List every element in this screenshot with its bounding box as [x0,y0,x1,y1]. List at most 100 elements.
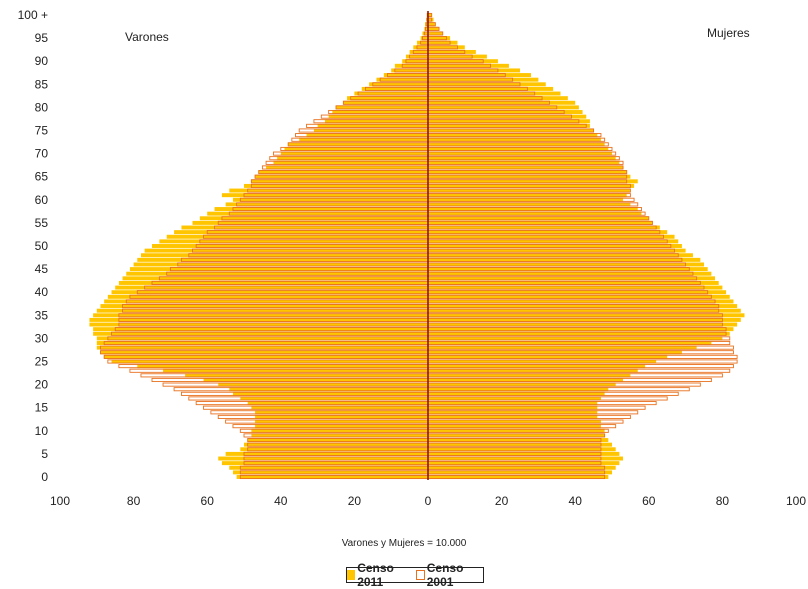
bar-male-2011-age-29 [96,341,429,345]
bar-female-2011-age-100 [428,13,432,17]
bar-female-2011-age-31 [428,331,730,336]
bar-female-2011-age-59 [428,202,631,207]
y-tick-label: 5 [41,447,48,461]
bar-male-2011-age-64 [251,179,428,184]
bar-female-2011-age-77 [428,119,590,124]
y-tick-label: 35 [35,308,49,322]
bar-female-2011-age-78 [428,114,587,119]
bar-male-2011-age-26 [104,354,428,359]
bar-male-2011-age-8 [247,438,428,443]
bar-female-2011-age-71 [428,146,609,151]
y-tick-label: 45 [35,262,49,276]
bar-male-2011-age-46 [133,262,428,267]
bar-female-2011-age-58 [428,207,638,212]
x-tick-label: 80 [716,494,730,508]
bar-female-2011-age-18 [428,391,605,396]
bar-female-2011-age-85 [428,82,546,87]
legend-swatch-2011 [347,570,356,580]
bar-male-2011-age-68 [273,160,428,165]
bar-female-2011-age-62 [428,188,631,193]
bar-female-2011-age-55 [428,220,653,225]
bar-male-2011-age-96 [422,31,428,36]
y-tick-label: 30 [35,331,49,345]
bar-male-2011-age-17 [240,396,428,401]
bar-male-2011-age-41 [115,285,428,290]
bar-male-2011-age-12 [255,419,428,424]
bar-female-2011-age-98 [428,22,436,27]
bar-male-2011-age-5 [225,451,428,456]
bar-female-2011-age-89 [428,63,509,68]
bar-female-2011-age-10 [428,428,605,433]
bar-male-2011-age-3 [221,461,428,466]
bar-female-2011-age-19 [428,387,609,392]
bar-female-2011-age-75 [428,128,594,133]
x-tick-label: 40 [569,494,583,508]
bar-male-2011-age-57 [207,211,428,216]
bar-female-2011-age-11 [428,424,601,429]
bar-female-2011-age-14 [428,410,598,415]
bar-male-2011-age-28 [96,345,429,350]
bar-female-2011-age-26 [428,354,668,359]
bar-male-2011-age-9 [251,433,428,438]
y-tick-label: 15 [35,401,49,415]
bar-male-2011-age-32 [93,327,429,332]
bar-female-2011-age-68 [428,160,620,165]
bar-male-2011-age-66 [258,170,428,175]
legend-swatch-2001 [416,570,425,580]
bar-female-2011-age-90 [428,59,498,64]
right-group-label: Mujeres [707,26,750,40]
bar-male-2011-age-37 [100,304,428,309]
y-tick-label: 20 [35,378,49,392]
left-group-label: Varones [125,30,169,44]
bar-female-2011-age-4 [428,456,624,461]
bar-female-2011-age-49 [428,248,686,253]
bar-male-2011-age-86 [376,77,428,82]
bar-male-2011-age-36 [96,308,429,313]
bar-male-2011-age-74 [306,133,428,138]
bar-female-2011-age-2 [428,465,616,470]
y-tick-label: 0 [41,470,48,484]
bar-male-2011-age-2 [229,465,428,470]
y-tick-label: 75 [35,124,49,138]
bar-female-2011-age-41 [428,285,723,290]
bar-male-2011-age-80 [336,105,428,110]
x-tick-label: 100 [786,494,806,508]
bar-male-2011-age-38 [104,299,428,304]
bar-female-2011-age-27 [428,350,682,355]
bar-female-2011-age-47 [428,257,701,262]
bar-female-2011-age-8 [428,438,609,443]
bar-male-2011-age-21 [203,377,428,382]
bar-female-2011-age-20 [428,382,616,387]
bar-male-2011-age-58 [214,207,428,212]
bar-female-2011-age-66 [428,170,627,175]
bar-female-2011-age-25 [428,359,657,364]
bar-female-2011-age-67 [428,165,624,170]
bar-female-2011-age-24 [428,364,646,369]
bar-female-2011-age-34 [428,317,741,322]
bar-male-2011-age-0 [236,475,428,479]
bar-female-2011-age-69 [428,156,616,161]
bar-female-2011-age-88 [428,68,520,73]
bar-male-2011-age-14 [255,410,428,415]
x-tick-label: 100 [50,494,70,508]
bar-male-2011-age-59 [225,202,428,207]
bar-male-2011-age-16 [247,401,428,406]
y-tick-label: 55 [35,216,49,230]
bar-male-2011-age-75 [313,128,428,133]
bar-female-2011-age-99 [428,17,434,22]
bar-male-2011-age-1 [232,470,428,475]
bar-female-2011-age-92 [428,49,476,54]
bar-female-2011-age-81 [428,100,576,105]
bar-male-2011-age-53 [174,230,428,235]
bar-male-2011-age-72 [288,142,428,147]
bar-female-2011-age-30 [428,336,723,341]
bar-female-2011-age-12 [428,419,601,424]
y-tick-label: 100 + [18,8,48,22]
bar-male-2011-age-24 [137,364,428,369]
bar-male-2011-age-79 [332,110,428,114]
bar-male-2011-age-11 [255,424,428,429]
bar-male-2011-age-39 [107,294,428,299]
bar-male-2011-age-61 [221,193,428,198]
bar-female-2011-age-57 [428,211,642,216]
